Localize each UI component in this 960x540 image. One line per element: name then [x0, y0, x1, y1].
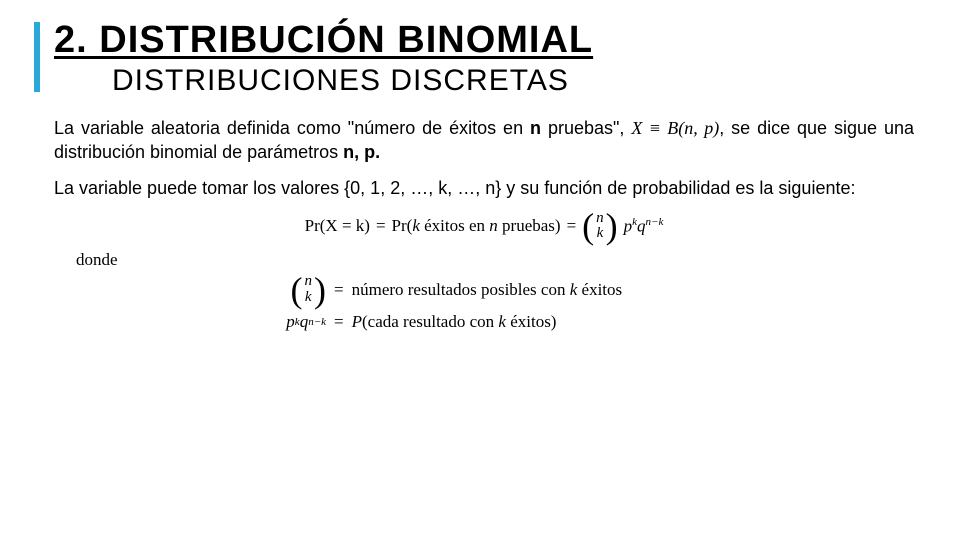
body: La variable aleatoria definida como "núm… — [40, 116, 920, 332]
accent-bar — [34, 22, 40, 92]
def2-P: P — [352, 312, 362, 331]
def1-txt2: éxitos — [577, 280, 622, 299]
title-block: 2. DISTRIBUCIÓN BINOMIAL DISTRIBUCIONES … — [34, 20, 920, 98]
formula-main: Pr(X = k) = Pr(k éxitos en n pruebas) = … — [54, 211, 914, 243]
definitions: ( n k ) = número resultados posibles con… — [54, 274, 914, 332]
def2-rhs: P(cada resultado con k éxitos) — [352, 312, 557, 332]
paragraph-2: La variable puede tomar los valores {0, … — [54, 176, 914, 200]
def1-bot: k — [305, 290, 312, 306]
binom-inner: n k — [594, 211, 606, 243]
binom-bot: k — [597, 226, 604, 242]
def2-eq: = — [334, 312, 344, 332]
f-p: p — [624, 217, 633, 236]
donde-label: donde — [76, 250, 914, 270]
f-mid-txt1: éxitos en — [420, 216, 489, 235]
def-row-1: ( n k ) = número resultados posibles con… — [254, 274, 914, 306]
f-q: q — [637, 217, 646, 236]
f-mid-n: n — [489, 216, 498, 235]
def1-rhs: número resultados posibles con k éxitos — [352, 280, 623, 300]
f-lhs: Pr(X = k) — [305, 216, 370, 236]
f-eq2: = — [567, 216, 577, 236]
def1-top: n — [305, 274, 313, 290]
paren-r: ) — [606, 212, 618, 241]
def2-kk: k — [498, 312, 506, 331]
def1-eq: = — [334, 280, 344, 300]
f-mid-k: k — [412, 216, 420, 235]
slide: 2. DISTRIBUCIÓN BINOMIAL DISTRIBUCIONES … — [0, 0, 960, 358]
f-mid: Pr(k éxitos en n pruebas) — [392, 216, 561, 236]
def1-paren-l: ( — [291, 276, 303, 305]
p1-t1: La variable aleatoria definida como "núm… — [54, 118, 530, 138]
paragraph-1: La variable aleatoria definida como "núm… — [54, 116, 914, 165]
f-mid-pre: Pr( — [392, 216, 413, 235]
def2-q: q — [300, 312, 309, 332]
def2-nk: n−k — [308, 316, 326, 328]
def2-left: pkqn−k — [254, 312, 326, 332]
def1-txt1: número resultados posibles con — [352, 280, 570, 299]
p1-np: n, p. — [343, 142, 380, 162]
def1-left: ( n k ) — [254, 274, 326, 306]
f-exp-nk: n−k — [646, 216, 664, 228]
def-row-2: pkqn−k = P(cada resultado con k éxitos) — [254, 312, 914, 332]
def1-paren-r: ) — [314, 276, 326, 305]
paren-l: ( — [582, 212, 594, 241]
def2-p: p — [286, 312, 295, 332]
p2-t1: La variable puede tomar los valores {0, … — [54, 178, 855, 198]
f-rhs: pkqn−k — [624, 216, 664, 237]
p1-n: n — [530, 118, 541, 138]
main-title: 2. DISTRIBUCIÓN BINOMIAL — [54, 20, 593, 62]
f-mid-txt2: pruebas) — [498, 216, 561, 235]
def2-txt1: (cada resultado con — [362, 312, 498, 331]
f-binom: ( n k ) — [582, 211, 618, 243]
formula-row: Pr(X = k) = Pr(k éxitos en n pruebas) = … — [54, 211, 914, 243]
sub-title: DISTRIBUCIONES DISCRETAS — [112, 64, 593, 98]
p1-math: X ≡ B(n, p) — [631, 118, 719, 138]
def2-txt2: éxitos) — [506, 312, 557, 331]
title-text: 2. DISTRIBUCIÓN BINOMIAL DISTRIBUCIONES … — [54, 20, 593, 98]
binom-top: n — [596, 211, 604, 227]
f-eq1: = — [376, 216, 386, 236]
p1-t2: pruebas", — [541, 118, 631, 138]
def1-binom: ( n k ) — [291, 274, 327, 306]
f-lhs-txt: Pr(X = k) — [305, 216, 370, 235]
def1-binom-inner: n k — [303, 274, 315, 306]
